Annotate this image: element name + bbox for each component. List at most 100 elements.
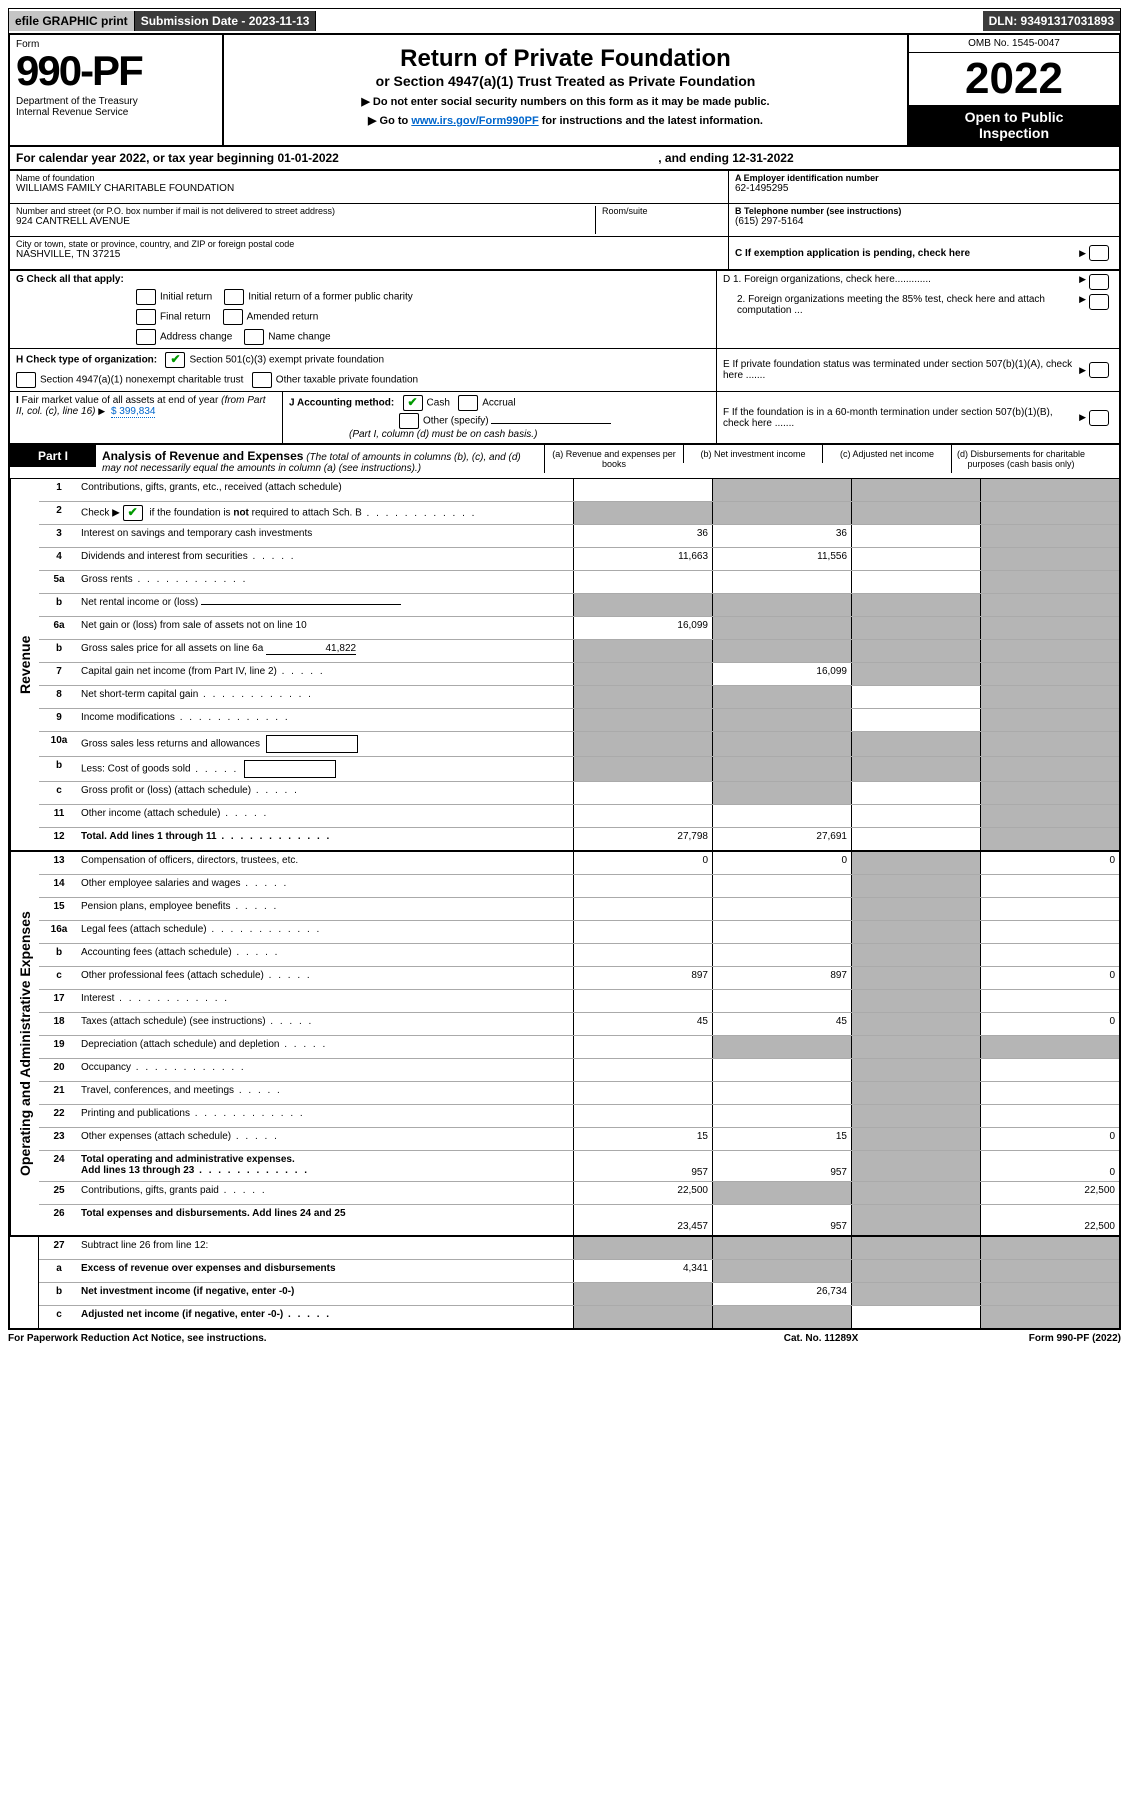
cell-b: 27,691 xyxy=(712,828,851,850)
i-value[interactable]: $ 399,834 xyxy=(111,406,156,418)
cell-c xyxy=(851,502,980,524)
form-header: Form 990-PF Department of the TreasuryIn… xyxy=(8,34,1121,147)
line-15: 15 Pension plans, employee benefits xyxy=(39,898,1119,921)
cell-c xyxy=(851,1151,980,1181)
cell-d xyxy=(980,663,1119,685)
g-ck-4[interactable] xyxy=(136,329,156,345)
d1-checkbox[interactable] xyxy=(1089,274,1109,290)
cell-b xyxy=(712,898,851,920)
desc: Taxes (attach schedule) (see instruction… xyxy=(79,1013,573,1035)
line-11: 11 Other income (attach schedule) xyxy=(39,805,1119,828)
num: 12 xyxy=(39,828,79,850)
cell-b xyxy=(712,479,851,501)
j-ck-other[interactable] xyxy=(399,413,419,429)
footer-left: For Paperwork Reduction Act Notice, see … xyxy=(8,1333,721,1344)
footer: For Paperwork Reduction Act Notice, see … xyxy=(8,1330,1121,1347)
g-ck-0[interactable] xyxy=(136,289,156,305)
section-gd: G Check all that apply: Initial return I… xyxy=(8,271,1121,349)
num: 1 xyxy=(39,479,79,501)
j-ck-accrual[interactable] xyxy=(458,395,478,411)
h-ck-4947[interactable] xyxy=(16,372,36,388)
desc: Interest on savings and temporary cash i… xyxy=(79,525,573,547)
line-22: 22 Printing and publications xyxy=(39,1105,1119,1128)
num: 20 xyxy=(39,1059,79,1081)
g-ck-2[interactable] xyxy=(136,309,156,325)
c-row: C If exemption application is pending, c… xyxy=(729,237,1119,269)
line-16a: 16a Legal fees (attach schedule) xyxy=(39,921,1119,944)
cell-d xyxy=(980,875,1119,897)
num: 2 xyxy=(39,502,79,524)
j-ck-cash[interactable] xyxy=(403,395,423,411)
j-section: J Accounting method: Cash Accrual Other … xyxy=(283,392,717,443)
h-ck-501c3[interactable] xyxy=(165,352,185,368)
cal-begin: 01-01-2022 xyxy=(277,151,338,165)
cell-a: 15 xyxy=(573,1128,712,1150)
cell-d xyxy=(980,525,1119,547)
g-ck-1[interactable] xyxy=(224,289,244,305)
h-opt2: Section 4947(a)(1) nonexempt charitable … xyxy=(40,375,243,386)
desc: Contributions, gifts, grants, etc., rece… xyxy=(79,479,573,501)
dln-label: DLN: 93491317031893 xyxy=(983,11,1120,31)
j-note: (Part I, column (d) must be on cash basi… xyxy=(349,429,710,440)
e-checkbox[interactable] xyxy=(1089,362,1109,378)
cell-c xyxy=(851,1082,980,1104)
cell-c xyxy=(851,852,980,874)
d2-checkbox[interactable] xyxy=(1089,294,1109,310)
vlabel-blank xyxy=(10,1237,39,1328)
cell-b xyxy=(712,757,851,781)
line-16b: b Accounting fees (attach schedule) xyxy=(39,944,1119,967)
cell-a: 4,341 xyxy=(573,1260,712,1282)
cell-c xyxy=(851,967,980,989)
f-label: F If the foundation is in a 60-month ter… xyxy=(723,407,1079,429)
g-opt-name: Name change xyxy=(244,329,330,345)
cell-d xyxy=(980,1260,1119,1282)
line-20: 20 Occupancy xyxy=(39,1059,1119,1082)
desc: Net short-term capital gain xyxy=(79,686,573,708)
f-checkbox[interactable] xyxy=(1089,410,1109,426)
num: 22 xyxy=(39,1105,79,1127)
cell-c xyxy=(851,1182,980,1204)
efile-label[interactable]: efile GRAPHIC print xyxy=(9,11,135,31)
cell-a xyxy=(573,990,712,1012)
c-checkbox[interactable] xyxy=(1089,245,1109,261)
cell-b xyxy=(712,594,851,616)
line-27c: c Adjusted net income (if negative, ente… xyxy=(39,1306,1119,1328)
j-cash: Cash xyxy=(427,398,450,409)
cell-c xyxy=(851,875,980,897)
cell-d xyxy=(980,502,1119,524)
form-link[interactable]: www.irs.gov/Form990PF xyxy=(411,115,538,127)
j-row2: Other (specify) xyxy=(399,413,710,429)
num: 5a xyxy=(39,571,79,593)
cell-d xyxy=(980,617,1119,639)
room-label: Room/suite xyxy=(602,206,722,216)
i-section: I Fair market value of all assets at end… xyxy=(10,392,283,443)
h-ck-other[interactable] xyxy=(252,372,272,388)
vlabel-expenses: Operating and Administrative Expenses xyxy=(10,852,39,1235)
desc: Capital gain net income (from Part IV, l… xyxy=(79,663,573,685)
name-row: Name of foundation WILLIAMS FAMILY CHARI… xyxy=(10,171,728,204)
cell-b: 45 xyxy=(712,1013,851,1035)
l2-checkbox[interactable] xyxy=(123,505,143,521)
vlabel-revenue: Revenue xyxy=(10,479,39,850)
note-2: ▶ Go to www.irs.gov/Form990PF for instru… xyxy=(230,114,901,127)
header-left: Form 990-PF Department of the TreasuryIn… xyxy=(10,35,224,145)
g-ck-3[interactable] xyxy=(223,309,243,325)
desc: Printing and publications xyxy=(79,1105,573,1127)
line-12: 12 Total. Add lines 1 through 11 27,798 … xyxy=(39,828,1119,850)
g-ck-5[interactable] xyxy=(244,329,264,345)
num: b xyxy=(39,944,79,966)
desc: Total expenses and disbursements. Add li… xyxy=(79,1205,573,1235)
cell-d xyxy=(980,828,1119,850)
cell-c xyxy=(851,686,980,708)
num: 4 xyxy=(39,548,79,570)
line27-rows: 27 Subtract line 26 from line 12: a Exce… xyxy=(39,1237,1119,1328)
addr-val: 924 CANTRELL AVENUE xyxy=(16,216,589,227)
city-val: NASHVILLE, TN 37215 xyxy=(16,249,722,260)
cell-b: 16,099 xyxy=(712,663,851,685)
title-sub: or Section 4947(a)(1) Trust Treated as P… xyxy=(230,73,901,89)
cell-d xyxy=(980,686,1119,708)
cell-a xyxy=(573,732,712,756)
cell-c xyxy=(851,1283,980,1305)
desc: Gross rents xyxy=(79,571,573,593)
cell-c xyxy=(851,640,980,662)
